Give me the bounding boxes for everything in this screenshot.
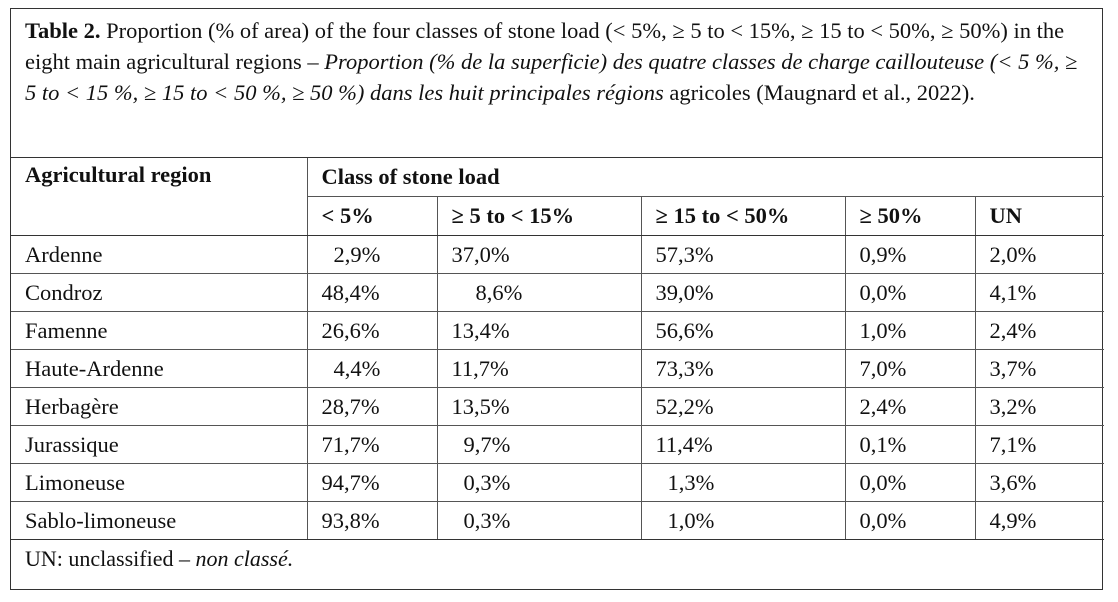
- value-cell: 26,6%: [307, 311, 438, 350]
- value-cell: 0,3%: [437, 501, 642, 540]
- value-text: 4,4%: [333, 355, 381, 381]
- value-cell: 4,4%: [307, 349, 438, 388]
- region-cell: Jurassique: [11, 425, 308, 464]
- table-row: Herbagère 28,7% 13,5% 52,2% 2,4% 3,2%: [11, 387, 1104, 426]
- table-footnote: UN: unclassified – non classé.: [11, 540, 1102, 572]
- value-cell: 37,0%: [437, 235, 642, 274]
- value-cell: 11,7%: [437, 349, 642, 388]
- table-row: Famenne 26,6% 13,4% 56,6% 1,0% 2,4%: [11, 311, 1104, 350]
- caption-text-tail: agricoles (Maugnard et al., 2022).: [663, 80, 975, 105]
- region-cell: Limoneuse: [11, 463, 308, 502]
- value-cell: 2,9%: [307, 235, 438, 274]
- region-cell: Ardenne: [11, 235, 308, 274]
- footnote-fr: non classé.: [195, 546, 294, 571]
- table-row: Limoneuse 94,7% 0,3% 1,3% 0,0% 3,6%: [11, 463, 1104, 502]
- value-cell: 7,1%: [975, 425, 1104, 464]
- column-header: < 5%: [307, 196, 438, 236]
- value-cell: 1,0%: [641, 501, 846, 540]
- region-cell: Sablo-limoneuse: [11, 501, 308, 540]
- column-header: ≥ 50%: [845, 196, 976, 236]
- value-text: 8,6%: [475, 279, 523, 305]
- value-cell: 57,3%: [641, 235, 846, 274]
- value-cell: 94,7%: [307, 463, 438, 502]
- header-row-group: Agricultural region Class of stone load: [11, 158, 1104, 236]
- value-cell: 8,6%: [437, 273, 642, 312]
- value-text: 1,0%: [667, 507, 715, 533]
- region-cell: Condroz: [11, 273, 308, 312]
- value-text: 9,7%: [463, 431, 511, 457]
- value-cell: 93,8%: [307, 501, 438, 540]
- value-text: 2,9%: [333, 241, 381, 267]
- value-text: 0,3%: [463, 469, 511, 495]
- region-cell: Famenne: [11, 311, 308, 350]
- value-cell: 0,0%: [845, 463, 976, 502]
- column-header: UN: [975, 196, 1104, 236]
- value-cell: 2,0%: [975, 235, 1104, 274]
- value-cell: 39,0%: [641, 273, 846, 312]
- value-cell: 56,6%: [641, 311, 846, 350]
- value-cell: 3,6%: [975, 463, 1104, 502]
- column-header: ≥ 15 to < 50%: [641, 196, 846, 236]
- table-row: Condroz 48,4% 8,6% 39,0% 0,0% 4,1%: [11, 273, 1104, 312]
- value-cell: 11,4%: [641, 425, 846, 464]
- region-cell: Herbagère: [11, 387, 308, 426]
- group-column-header: Class of stone load: [307, 158, 1104, 197]
- value-cell: 3,7%: [975, 349, 1104, 388]
- value-cell: 1,0%: [845, 311, 976, 350]
- value-cell: 0,0%: [845, 273, 976, 312]
- value-cell: 1,3%: [641, 463, 846, 502]
- table-row: Jurassique 71,7% 9,7% 11,4% 0,1% 7,1%: [11, 425, 1104, 464]
- value-cell: 4,1%: [975, 273, 1104, 312]
- value-cell: 13,5%: [437, 387, 642, 426]
- table-row: Haute-Ardenne 4,4% 11,7% 73,3% 7,0% 3,7%: [11, 349, 1104, 388]
- stone-load-table: Agricultural region Class of stone load …: [11, 158, 1104, 540]
- table-caption: Table 2. Proportion (% of area) of the f…: [11, 9, 1102, 158]
- value-cell: 28,7%: [307, 387, 438, 426]
- region-column-header: Agricultural region: [11, 158, 308, 236]
- table-frame: Table 2. Proportion (% of area) of the f…: [10, 8, 1104, 590]
- header-row-classes: < 5% ≥ 5 to < 15% ≥ 15 to < 50% ≥ 50% UN: [11, 196, 1104, 236]
- caption-text-fr: Proportion (% de la superficie) des quat…: [25, 49, 1078, 105]
- value-cell: 52,2%: [641, 387, 846, 426]
- value-cell: 48,4%: [307, 273, 438, 312]
- footnote-en: UN: unclassified –: [25, 546, 196, 571]
- value-text: 1,3%: [667, 469, 715, 495]
- value-cell: 3,2%: [975, 387, 1104, 426]
- table-row: Sablo-limoneuse 93,8% 0,3% 1,0% 0,0% 4,9…: [11, 501, 1104, 540]
- value-cell: 7,0%: [845, 349, 976, 388]
- value-cell: 9,7%: [437, 425, 642, 464]
- value-cell: 2,4%: [845, 387, 976, 426]
- column-header: ≥ 5 to < 15%: [437, 196, 642, 236]
- caption-label: Table 2.: [25, 18, 101, 43]
- value-cell: 4,9%: [975, 501, 1104, 540]
- value-cell: 0,1%: [845, 425, 976, 464]
- region-cell: Haute-Ardenne: [11, 349, 308, 388]
- value-cell: 13,4%: [437, 311, 642, 350]
- value-cell: 0,3%: [437, 463, 642, 502]
- value-text: 0,3%: [463, 507, 511, 533]
- value-cell: 2,4%: [975, 311, 1104, 350]
- value-cell: 0,9%: [845, 235, 976, 274]
- caption-text-en: Proportion (% of area) of the four class…: [25, 18, 1065, 74]
- value-cell: 71,7%: [307, 425, 438, 464]
- value-cell: 0,0%: [845, 501, 976, 540]
- value-cell: 73,3%: [641, 349, 846, 388]
- table-row: Ardenne 2,9% 37,0% 57,3% 0,9% 2,0%: [11, 235, 1104, 274]
